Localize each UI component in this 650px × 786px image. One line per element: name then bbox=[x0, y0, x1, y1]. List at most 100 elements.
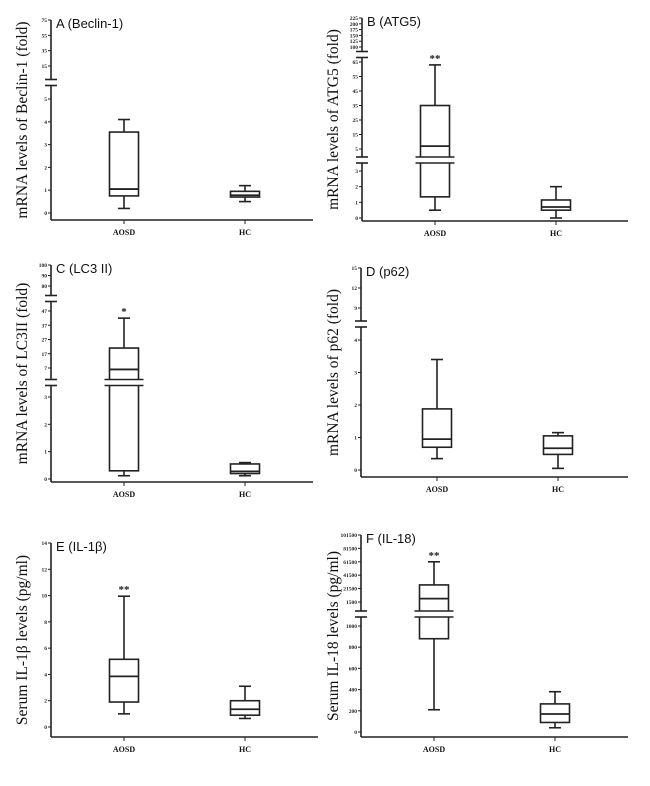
box-iqr bbox=[419, 104, 451, 198]
box-break-gap bbox=[104, 379, 144, 386]
y-tick-label: 15 bbox=[353, 133, 359, 139]
box-hc bbox=[540, 185, 572, 219]
y-tick-label: 3 bbox=[354, 371, 357, 377]
y-axis-label: Serum IL-1β levels (pg/ml) bbox=[14, 555, 31, 725]
panel-title: F (IL-18) bbox=[366, 531, 416, 546]
y-tick-label: 81500 bbox=[343, 546, 357, 552]
significance-marker: ** bbox=[429, 550, 441, 562]
x-tick-label: HC bbox=[239, 745, 251, 754]
y-tick-label: 12 bbox=[42, 567, 48, 573]
y-tick-label: 0 bbox=[354, 468, 357, 474]
significance-marker: * bbox=[121, 306, 127, 318]
y-tick-label: 400 bbox=[349, 688, 358, 694]
y-tick-label: 14 bbox=[42, 541, 48, 547]
box-aosd: ** bbox=[415, 53, 455, 211]
y-axis-label: Serum IL-18 levels (pg/ml) bbox=[325, 551, 342, 721]
y-tick-label: 1 bbox=[44, 450, 47, 456]
y-tick-label: 90 bbox=[42, 274, 48, 280]
box-iqr bbox=[229, 190, 261, 198]
box-iqr bbox=[229, 463, 261, 475]
y-tick-label: 65 bbox=[353, 60, 359, 66]
y-tick-label: 100 bbox=[39, 263, 48, 269]
box-iqr bbox=[421, 408, 453, 449]
y-tick-label: 25 bbox=[353, 118, 359, 124]
y-tick-label: 5 bbox=[355, 147, 358, 153]
y-tick-label: 55 bbox=[353, 75, 359, 81]
y-tick-label: 100 bbox=[350, 45, 359, 51]
y-tick-label: 1000 bbox=[346, 624, 357, 630]
y-tick-label: 0 bbox=[354, 730, 357, 736]
y-tick-label: 150 bbox=[350, 33, 359, 39]
y-tick-label: 21500 bbox=[343, 587, 357, 593]
box-hc bbox=[542, 431, 574, 470]
y-axis-label: mRNA levels of LC3II (fold) bbox=[14, 283, 31, 465]
significance-marker: ** bbox=[430, 53, 442, 65]
y-tick-label: 3 bbox=[44, 395, 47, 401]
y-tick-label: 0 bbox=[44, 725, 47, 731]
y-tick-label: 47 bbox=[42, 309, 48, 315]
x-tick-label: HC bbox=[552, 485, 564, 494]
box-iqr bbox=[108, 131, 140, 197]
y-axis-label: mRNA levels of Beclin-1 (fold) bbox=[14, 21, 31, 218]
panel-title: C (LC3 II) bbox=[56, 261, 112, 276]
box-aosd: * bbox=[104, 306, 144, 477]
y-tick-label: 125 bbox=[350, 39, 359, 45]
x-tick-label: HC bbox=[239, 228, 251, 237]
y-tick-label: 2 bbox=[354, 403, 357, 409]
x-tick-label: AOSD bbox=[426, 485, 448, 494]
y-tick-label: 175 bbox=[350, 28, 359, 34]
y-tick-label: 200 bbox=[349, 709, 358, 715]
box-hc bbox=[229, 184, 261, 203]
x-tick-label: HC bbox=[550, 229, 562, 238]
box-aosd: ** bbox=[414, 550, 454, 711]
box-hc bbox=[229, 685, 261, 720]
y-tick-label: 200 bbox=[350, 22, 359, 28]
box-hc bbox=[229, 461, 261, 477]
y-tick-label: 75 bbox=[42, 18, 48, 24]
y-tick-label: 35 bbox=[353, 104, 359, 110]
y-axis-label: mRNA levels of ATG5 (fold) bbox=[325, 29, 342, 210]
y-tick-label: 12 bbox=[352, 286, 358, 292]
y-tick-label: 600 bbox=[349, 666, 358, 672]
panel-title: E (IL-1β) bbox=[56, 539, 107, 554]
y-tick-label: 0 bbox=[44, 477, 47, 483]
y-tick-label: 80 bbox=[42, 284, 48, 290]
x-tick-label: HC bbox=[239, 490, 251, 499]
box-aosd: ** bbox=[108, 584, 140, 715]
y-tick-label: 0 bbox=[44, 211, 47, 217]
significance-marker: ** bbox=[119, 584, 131, 596]
x-tick-label: HC bbox=[549, 745, 561, 754]
box-break-gap bbox=[414, 611, 454, 617]
x-tick-label: AOSD bbox=[423, 745, 445, 754]
y-tick-label: 1 bbox=[354, 436, 357, 442]
y-tick-label: 15 bbox=[42, 64, 48, 70]
panel-title: A (Beclin-1) bbox=[56, 16, 123, 31]
y-tick-label: 4 bbox=[44, 672, 47, 678]
panel-b: 01235152535455565100125150175200225mRNA … bbox=[325, 14, 628, 238]
y-tick-label: 2 bbox=[44, 422, 47, 428]
y-tick-label: 1500 bbox=[346, 600, 357, 606]
y-tick-label: 5 bbox=[44, 97, 47, 103]
y-tick-label: 225 bbox=[350, 16, 359, 22]
box-aosd bbox=[421, 358, 453, 460]
y-tick-label: 15 bbox=[352, 266, 358, 272]
y-tick-label: 6 bbox=[44, 646, 47, 652]
panel-f: 0 200 400 600 800 1000 1500 21500 41500 61500 8150… bbox=[325, 531, 628, 754]
x-tick-label: AOSD bbox=[424, 229, 446, 238]
box-iqr bbox=[108, 658, 140, 703]
box-iqr bbox=[229, 699, 261, 716]
y-tick-label: 45 bbox=[353, 89, 359, 95]
y-tick-label: 35 bbox=[42, 49, 48, 55]
box-iqr bbox=[542, 435, 574, 456]
y-tick-label: 101500 bbox=[341, 533, 358, 539]
panel-title: D (p62) bbox=[366, 264, 409, 279]
box-iqr bbox=[108, 347, 140, 472]
y-tick-label: 1 bbox=[44, 188, 47, 194]
y-tick-label: 17 bbox=[42, 352, 48, 358]
y-tick-label: 27 bbox=[42, 338, 48, 344]
x-tick-label: AOSD bbox=[113, 490, 135, 499]
x-tick-label: AOSD bbox=[113, 228, 135, 237]
y-tick-label: 4 bbox=[44, 120, 47, 126]
